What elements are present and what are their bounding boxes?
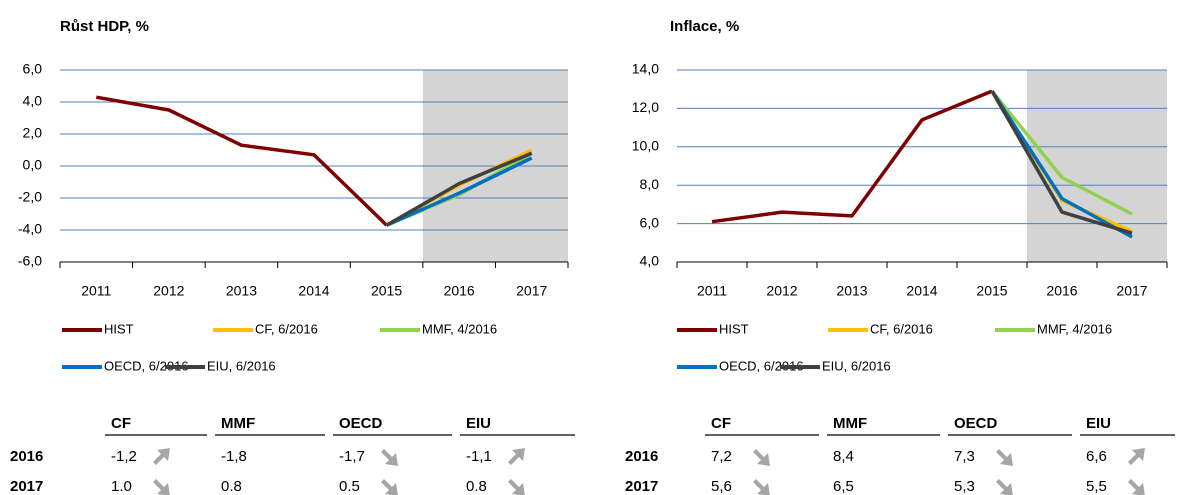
table-row-label: 2017	[625, 478, 658, 495]
table-cell: 5,3	[954, 478, 975, 495]
legend-label: EIU, 6/2016	[822, 358, 891, 373]
table-header: EIU	[466, 415, 491, 432]
chart-title: Inflace, %	[670, 18, 739, 35]
table-row-label: 2017	[10, 478, 43, 495]
series-line	[385, 156, 533, 227]
legend-label: EIU, 6/2016	[207, 358, 276, 373]
trend-arrow	[153, 479, 170, 495]
x-tick-label: 2015	[371, 283, 402, 299]
trend-arrow	[381, 479, 398, 495]
y-tick-label: 10,0	[632, 138, 659, 154]
x-tick-label: 2011	[81, 283, 111, 299]
x-tick-label: 2017	[1116, 283, 1147, 299]
table-header: OECD	[339, 415, 383, 432]
table-header: CF	[111, 415, 131, 432]
x-tick-label: 2011	[697, 283, 727, 299]
legend-label: HIST	[104, 321, 134, 336]
table-cell: 6,6	[1086, 448, 1107, 465]
x-tick-label: 2015	[976, 283, 1007, 299]
series-line	[990, 89, 1133, 216]
table-cell: -1,7	[339, 448, 365, 465]
x-tick-label: 2017	[516, 283, 547, 299]
series-line	[990, 90, 1133, 235]
trend-arrow	[508, 448, 525, 465]
chart-title: Růst HDP, %	[60, 18, 149, 35]
legend-label: OECD, 6/2016	[104, 358, 189, 373]
legend-label: MMF, 4/2016	[422, 321, 497, 336]
series-line	[711, 89, 993, 224]
x-tick-label: 2012	[766, 283, 797, 299]
table-cell: 0.8	[466, 478, 487, 495]
y-tick-label: 4,0	[640, 253, 660, 269]
y-tick-label: 12,0	[632, 99, 659, 115]
y-tick-label: 8,0	[640, 176, 660, 192]
trend-arrow	[753, 449, 770, 466]
trend-arrow	[996, 449, 1013, 466]
table-cell: 0.5	[339, 478, 360, 495]
y-tick-label: -6,0	[18, 253, 42, 269]
legend-label: HIST	[719, 321, 749, 336]
x-tick-label: 2016	[444, 283, 475, 299]
trend-arrow	[153, 448, 170, 465]
table-header: OECD	[954, 415, 998, 432]
trend-arrow	[381, 449, 398, 466]
x-tick-label: 2012	[153, 283, 184, 299]
x-tick-label: 2013	[226, 283, 257, 299]
table-cell: -1,8	[221, 448, 247, 465]
table-header: MMF	[833, 415, 867, 432]
y-tick-label: 14,0	[632, 61, 659, 77]
legend-label: OECD, 6/2016	[719, 358, 804, 373]
x-tick-label: 2013	[836, 283, 867, 299]
legend-label: MMF, 4/2016	[1037, 321, 1112, 336]
y-tick-label: 0,0	[23, 157, 43, 173]
table-cell: 6,5	[833, 478, 854, 495]
trend-arrow	[1128, 448, 1145, 465]
series-line	[385, 151, 533, 227]
y-tick-label: 6,0	[23, 61, 43, 77]
y-tick-label: 4,0	[23, 93, 43, 109]
x-tick-label: 2014	[906, 283, 937, 299]
x-tick-label: 2014	[298, 283, 329, 299]
table-cell: 7,2	[711, 448, 732, 465]
table-cell: 5,5	[1086, 478, 1107, 495]
trend-arrow	[508, 479, 525, 495]
table-cell: 8,4	[833, 448, 854, 465]
table-cell: 7,3	[954, 448, 975, 465]
trend-arrow	[1128, 479, 1145, 495]
table-cell: 0.8	[221, 478, 242, 495]
y-tick-label: 2,0	[23, 125, 43, 141]
legend-label: CF, 6/2016	[870, 321, 933, 336]
table-header: CF	[711, 415, 731, 432]
table-cell: 1.0	[111, 478, 132, 495]
table-row-label: 2016	[10, 448, 43, 465]
table-cell: -1,1	[466, 448, 492, 465]
table-cell: -1,2	[111, 448, 137, 465]
trend-arrow	[753, 479, 770, 495]
y-tick-label: -4,0	[18, 221, 42, 237]
trend-arrow	[996, 479, 1013, 495]
series-line	[95, 95, 388, 227]
table-header: MMF	[221, 415, 255, 432]
legend-label: CF, 6/2016	[255, 321, 318, 336]
series-line	[990, 90, 1133, 239]
y-tick-label: -2,0	[18, 189, 42, 205]
y-tick-label: 6,0	[640, 214, 660, 230]
table-header: EIU	[1086, 415, 1111, 432]
table-cell: 5,6	[711, 478, 732, 495]
x-tick-label: 2016	[1046, 283, 1077, 299]
forecast-shade	[1027, 70, 1167, 262]
table-row-label: 2016	[625, 448, 658, 465]
